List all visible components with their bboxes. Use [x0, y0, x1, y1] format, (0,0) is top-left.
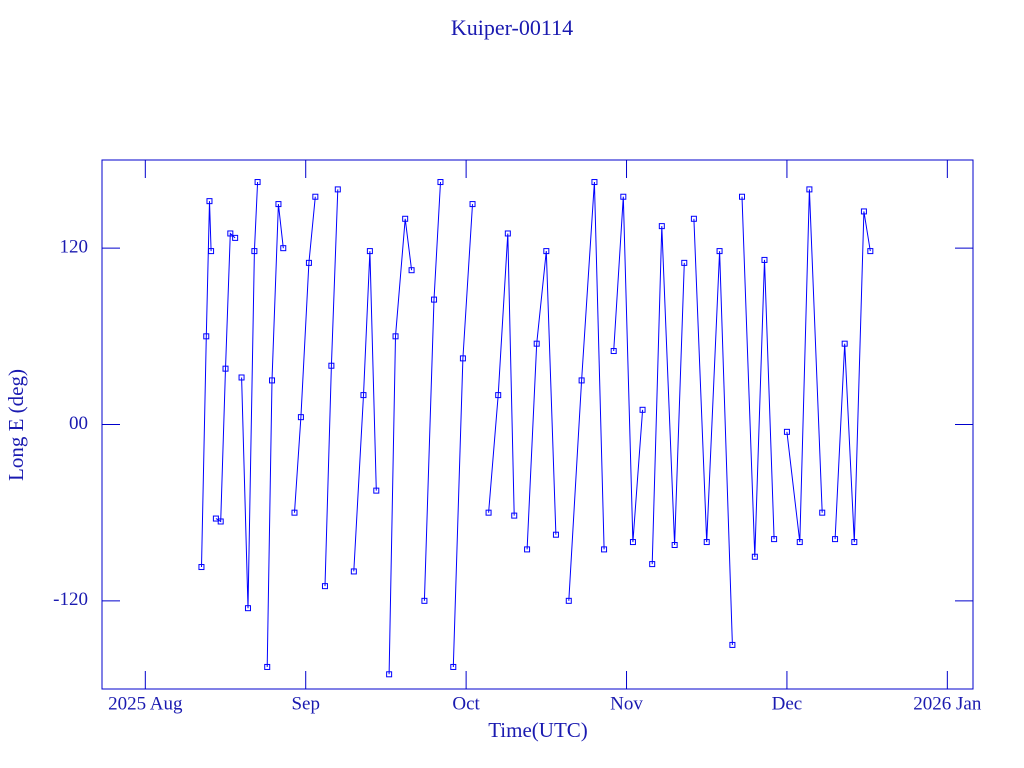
data-point [703, 539, 710, 546]
data-point [269, 377, 276, 384]
data-point [867, 248, 874, 255]
data-point [783, 428, 790, 435]
data-point [649, 561, 656, 568]
data-point [524, 546, 531, 553]
data-point [851, 539, 858, 546]
data-point [716, 248, 723, 255]
data-point [495, 392, 502, 399]
data-point [203, 333, 210, 340]
data-point [578, 377, 585, 384]
data-point [806, 186, 813, 193]
data-point [796, 539, 803, 546]
data-point [206, 198, 213, 205]
data-point [431, 296, 438, 303]
x-tick-label: 2026 Jan [913, 693, 982, 714]
data-point [739, 193, 746, 200]
data-point [761, 256, 768, 263]
data-point [275, 201, 282, 208]
x-tick-label: Sep [291, 693, 320, 714]
data-point [860, 208, 867, 215]
data-line [201, 181, 871, 675]
data-point [629, 539, 636, 546]
x-tick-label: Dec [772, 693, 803, 714]
data-point [565, 597, 572, 604]
data-point [350, 568, 357, 575]
chart-title: Kuiper-00114 [451, 15, 573, 40]
data-point [610, 348, 617, 355]
data-point [328, 362, 335, 369]
data-point [511, 512, 518, 519]
y-tick-label: 00 [69, 413, 88, 434]
data-point [402, 215, 409, 222]
data-point [681, 259, 688, 266]
x-axis-label: Time(UTC) [488, 718, 588, 742]
data-point [450, 663, 457, 670]
data-point [841, 340, 848, 347]
data-point [690, 215, 697, 222]
data-point [729, 641, 736, 648]
data-point [543, 248, 550, 255]
data-point [217, 518, 224, 525]
data-point [227, 230, 234, 237]
x-tick-label: 2025 Aug [108, 693, 183, 714]
x-tick-label: Oct [452, 693, 480, 714]
data-point [819, 509, 826, 516]
data-point [254, 179, 261, 186]
data-point [280, 245, 287, 252]
data-point [360, 392, 367, 399]
data-point [771, 536, 778, 543]
data-point [291, 509, 298, 516]
data-point [264, 663, 271, 670]
data-point [321, 583, 328, 590]
y-tick-label: 120 [60, 237, 89, 258]
data-point [408, 267, 415, 274]
data-point [198, 564, 205, 571]
data-point [504, 230, 511, 237]
data-point [469, 201, 476, 208]
data-point [386, 671, 393, 678]
data-point [232, 234, 239, 241]
data-point [601, 546, 608, 553]
data-point [751, 553, 758, 560]
y-axis-label: Long E (deg) [4, 369, 28, 481]
data-point [658, 223, 665, 230]
data-point [373, 487, 380, 494]
data-point [251, 248, 258, 255]
data-point [421, 597, 428, 604]
data-point [312, 193, 319, 200]
data-point [297, 414, 304, 421]
data-point [437, 179, 444, 186]
data-point [244, 605, 251, 612]
data-point [392, 333, 399, 340]
data-point [334, 186, 341, 193]
data-point [591, 179, 598, 186]
data-point [552, 531, 559, 538]
data-point [485, 509, 492, 516]
data-point [238, 374, 245, 381]
data-point [459, 355, 466, 362]
data-point [208, 248, 215, 255]
data-point [832, 536, 839, 543]
data-point [620, 193, 627, 200]
data-point [671, 541, 678, 548]
data-point [639, 406, 646, 413]
data-point [222, 365, 229, 372]
y-tick-label: -120 [53, 589, 88, 610]
data-point [305, 259, 312, 266]
data-point [366, 248, 373, 255]
data-point [533, 340, 540, 347]
x-tick-label: Nov [610, 693, 643, 714]
